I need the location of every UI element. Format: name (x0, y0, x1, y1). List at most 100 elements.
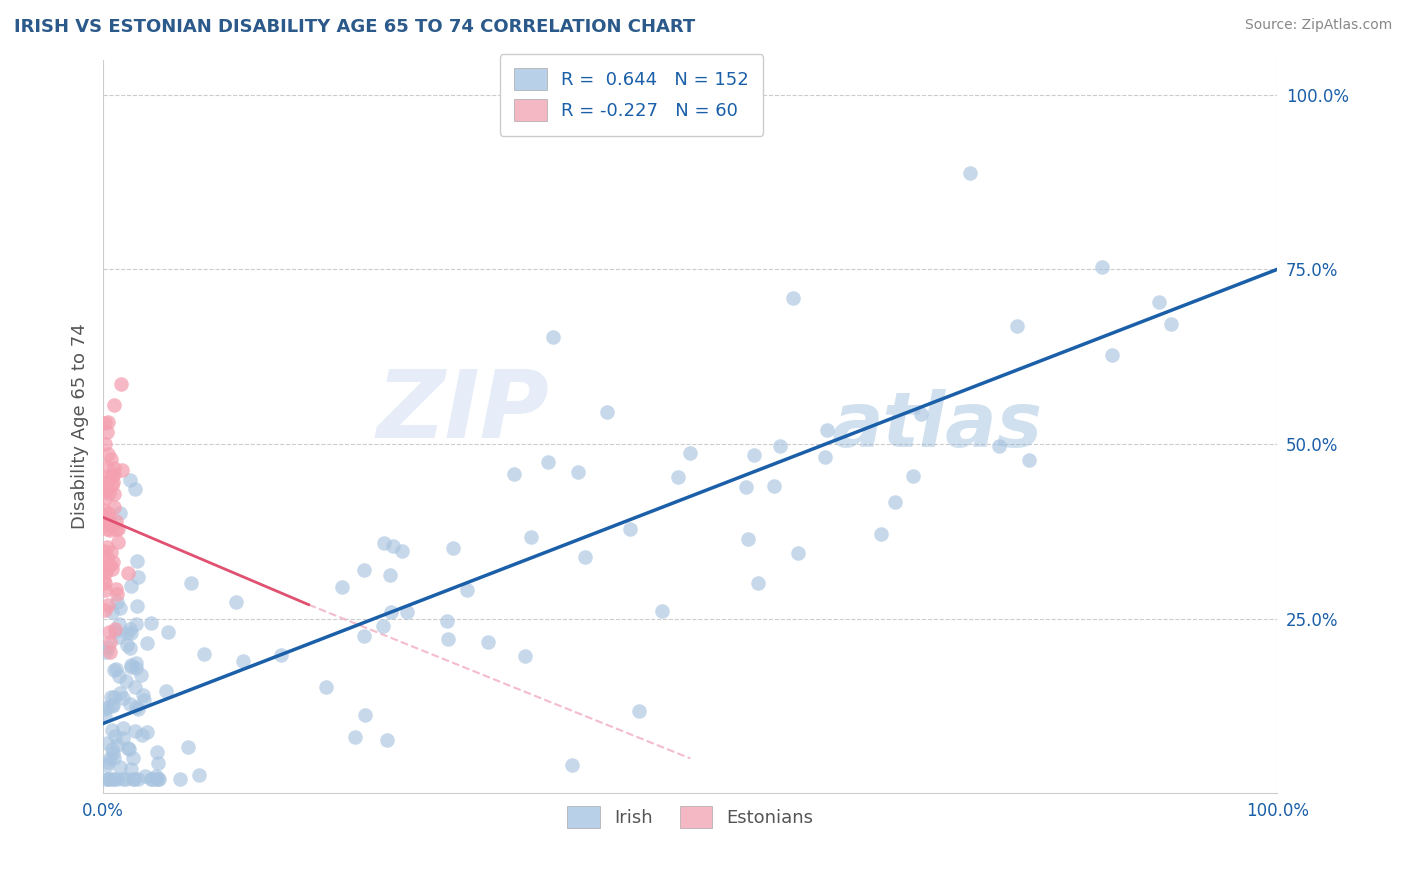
Point (105, 522, 128, 536)
Point (141, 772, 163, 787)
Point (103, 555, 125, 569)
Point (377, 732, 399, 747)
Point (1091, 260, 1114, 274)
Point (124, 772, 146, 787)
Point (513, 648, 536, 663)
Point (115, 639, 138, 653)
Point (103, 487, 125, 501)
Point (96, 550, 118, 565)
Point (93, 582, 115, 597)
Point (332, 580, 354, 594)
Point (225, 595, 247, 609)
Point (541, 330, 564, 344)
Point (103, 772, 125, 787)
Point (96, 736, 118, 750)
Point (108, 760, 131, 774)
Point (120, 473, 142, 487)
Point (115, 626, 138, 640)
Text: ZIP: ZIP (377, 366, 550, 458)
Point (122, 772, 145, 787)
Point (679, 446, 702, 460)
Point (112, 731, 135, 746)
Point (103, 398, 125, 412)
Point (93, 508, 115, 523)
Point (910, 408, 932, 422)
Point (93, 416, 115, 430)
Point (596, 405, 619, 419)
Point (747, 575, 769, 590)
Point (870, 526, 893, 541)
Point (619, 522, 641, 536)
Point (270, 648, 292, 663)
Point (93, 491, 115, 505)
Point (98, 772, 121, 787)
Point (169, 772, 191, 787)
Point (100, 690, 122, 704)
Point (96, 425, 118, 439)
Point (101, 723, 124, 737)
Point (104, 582, 127, 596)
Point (96, 699, 118, 714)
Point (97, 598, 120, 612)
Point (574, 549, 596, 564)
Point (146, 756, 169, 770)
Point (127, 554, 149, 568)
Point (373, 536, 395, 550)
Text: IRISH VS ESTONIAN DISABILITY AGE 65 TO 74 CORRELATION CHART: IRISH VS ESTONIAN DISABILITY AGE 65 TO 7… (14, 18, 696, 36)
Point (101, 477, 124, 491)
Point (193, 647, 215, 661)
Point (959, 165, 981, 179)
Point (125, 661, 148, 675)
Point (380, 605, 402, 619)
Point (120, 626, 142, 640)
Point (97, 447, 120, 461)
Point (93, 503, 115, 517)
Point (378, 568, 401, 582)
Point (567, 466, 589, 480)
Point (132, 692, 155, 706)
Point (118, 697, 141, 711)
Point (134, 769, 156, 783)
Point (104, 624, 127, 638)
Point (103, 500, 125, 514)
Point (120, 660, 142, 674)
Point (815, 423, 838, 437)
Point (98, 523, 121, 537)
Point (93, 543, 115, 558)
Point (94, 563, 117, 577)
Point (100, 451, 122, 466)
Point (436, 614, 458, 628)
Point (987, 439, 1010, 453)
Point (814, 450, 837, 464)
Point (96, 645, 118, 659)
Point (100, 544, 122, 558)
Point (105, 772, 128, 787)
Point (101, 605, 124, 619)
Point (139, 616, 162, 631)
Point (115, 673, 138, 688)
Point (146, 772, 169, 787)
Point (132, 689, 155, 703)
Point (105, 595, 128, 609)
Point (94, 701, 117, 715)
Point (177, 740, 200, 755)
Point (382, 539, 405, 553)
Point (1101, 348, 1123, 362)
Point (98, 516, 121, 530)
Point (651, 604, 673, 618)
Point (93, 475, 115, 489)
Point (111, 463, 134, 477)
Point (734, 480, 756, 494)
Point (1160, 317, 1182, 331)
Point (502, 467, 524, 482)
Point (108, 600, 131, 615)
Point (353, 629, 375, 643)
Point (391, 544, 413, 558)
Point (103, 460, 125, 475)
Point (101, 469, 124, 483)
Point (101, 698, 124, 713)
Point (98, 645, 121, 659)
Point (762, 478, 785, 492)
Point (125, 616, 148, 631)
Point (104, 514, 127, 528)
